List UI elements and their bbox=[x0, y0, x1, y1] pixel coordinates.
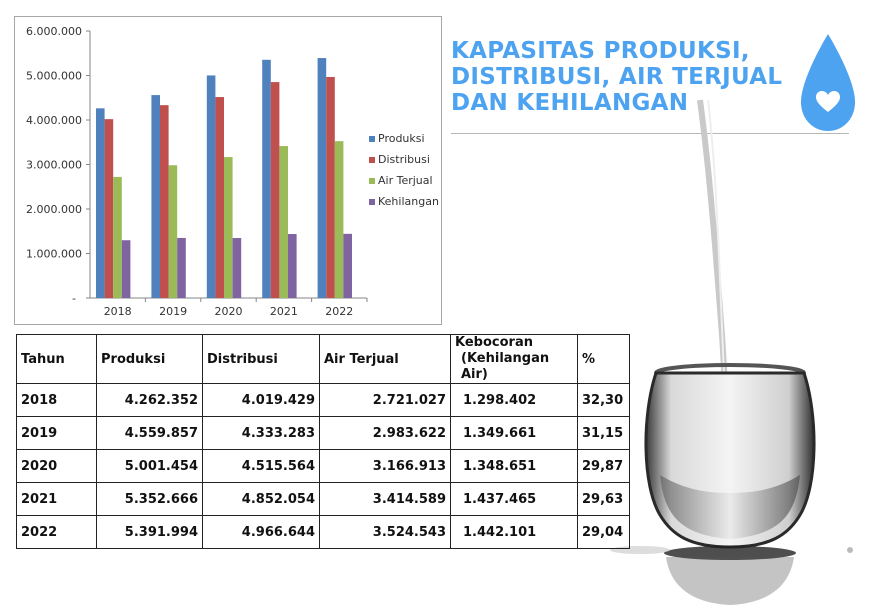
chart-canvas: - 1.000.000 2.000.000 3.000.000 4.000.000 5.0… bbox=[26, 25, 439, 318]
cell-distribusi: 4.333.283 bbox=[202, 416, 320, 450]
water-glass-image bbox=[610, 99, 853, 605]
cell-air-terjual: 2.721.027 bbox=[319, 383, 451, 417]
bar-kehilangan bbox=[232, 237, 242, 298]
cell-air-terjual: 2.983.622 bbox=[319, 416, 451, 450]
cell-air-terjual: 3.166.913 bbox=[319, 449, 451, 483]
legend-swatch bbox=[369, 157, 375, 163]
header-distribusi: Distribusi bbox=[202, 334, 320, 384]
title-divider bbox=[451, 133, 849, 134]
cell-tahun: 2022 bbox=[16, 515, 97, 549]
cell-percent: 29,04 bbox=[577, 515, 630, 549]
cell-produksi: 5.352.666 bbox=[96, 482, 203, 516]
x-tick-label: 2021 bbox=[270, 305, 298, 318]
cell-tahun: 2019 bbox=[16, 416, 97, 450]
bar-chart: - 1.000.000 2.000.000 3.000.000 4.000.000 5.0… bbox=[14, 16, 442, 325]
bar-kehilangan bbox=[177, 237, 186, 298]
cell-produksi: 4.559.857 bbox=[96, 416, 203, 450]
x-tick-label: 2018 bbox=[104, 305, 132, 318]
x-tick-label: 2022 bbox=[325, 305, 353, 318]
bar-kehilangan bbox=[343, 233, 352, 298]
bar-air-terjual bbox=[334, 141, 344, 298]
y-tick-label: 2.000.000 bbox=[26, 203, 82, 216]
cell-produksi: 5.001.454 bbox=[96, 449, 203, 483]
bar-produksi bbox=[151, 95, 160, 298]
bar-distribusi bbox=[215, 97, 224, 298]
legend-label: Distribusi bbox=[378, 153, 430, 166]
cell-kebocoran: 1.348.651 bbox=[450, 449, 578, 483]
cell-produksi: 5.391.994 bbox=[96, 515, 203, 549]
bar-distribusi bbox=[270, 82, 280, 299]
bar-produksi bbox=[262, 59, 271, 298]
bar-air-terjual bbox=[113, 176, 122, 298]
y-tick-label: 3.000.000 bbox=[26, 159, 82, 172]
legend-swatch bbox=[369, 136, 375, 142]
y-tick-label: 4.000.000 bbox=[26, 114, 82, 127]
bar-air-terjual bbox=[279, 146, 288, 298]
cell-tahun: 2021 bbox=[16, 482, 97, 516]
bar-kehilangan bbox=[121, 240, 131, 298]
cell-distribusi: 4.515.564 bbox=[202, 449, 320, 483]
cell-air-terjual: 3.524.543 bbox=[319, 515, 451, 549]
bar-distribusi bbox=[326, 76, 335, 298]
legend-label: Air Terjual bbox=[378, 174, 433, 187]
cell-produksi: 4.262.352 bbox=[96, 383, 203, 417]
cell-kebocoran: 1.349.661 bbox=[450, 416, 578, 450]
cell-percent: 31,15 bbox=[577, 416, 630, 450]
bar-distribusi bbox=[104, 119, 114, 298]
page-title: KAPASITAS PRODUKSI, DISTRIBUSI, AIR TERJ… bbox=[451, 38, 791, 116]
data-table: Tahun Produksi Distribusi Air Terjual Ke… bbox=[16, 334, 630, 549]
title-line-3: DAN KEHILANGAN bbox=[451, 90, 689, 116]
bar-produksi bbox=[206, 75, 216, 298]
y-tick-label: 5.000.000 bbox=[26, 70, 82, 83]
cell-kebocoran: 1.298.402 bbox=[450, 383, 578, 417]
header-kebocoran-line1: Kebocoran bbox=[455, 335, 533, 350]
legend-swatch bbox=[369, 199, 375, 205]
table-row: 2021 5.352.666 4.852.054 3.414.589 1.437… bbox=[16, 482, 630, 516]
table-row: 2019 4.559.857 4.333.283 2.983.622 1.349… bbox=[16, 416, 630, 450]
title-line-2: DISTRIBUSI, AIR TERJUAL bbox=[451, 64, 783, 90]
cell-kebocoran: 1.437.465 bbox=[450, 482, 578, 516]
table-row: 2020 5.001.454 4.515.564 3.166.913 1.348… bbox=[16, 449, 630, 483]
water-drop-heart-icon bbox=[801, 34, 855, 131]
bar-air-terjual bbox=[224, 157, 233, 298]
table-row: 2022 5.391.994 4.966.644 3.524.543 1.442… bbox=[16, 515, 630, 549]
y-tick-label: 6.000.000 bbox=[26, 25, 82, 38]
legend-label: Produksi bbox=[378, 132, 425, 145]
legend-swatch bbox=[369, 178, 375, 184]
header-percent: % bbox=[577, 334, 630, 384]
bar-air-terjual bbox=[168, 165, 178, 298]
header-kebocoran: Kebocoran (Kehilangan Air) bbox=[450, 334, 578, 384]
legend-label: Kehilangan bbox=[378, 195, 439, 208]
x-tick-label: 2020 bbox=[215, 305, 243, 318]
title-line-1: KAPASITAS PRODUKSI, bbox=[451, 38, 750, 64]
cell-air-terjual: 3.414.589 bbox=[319, 482, 451, 516]
cell-tahun: 2018 bbox=[16, 383, 97, 417]
table-row: 2018 4.262.352 4.019.429 2.721.027 1.298… bbox=[16, 383, 630, 417]
cell-tahun: 2020 bbox=[16, 449, 97, 483]
header-air-terjual: Air Terjual bbox=[319, 334, 451, 384]
cell-percent: 32,30 bbox=[577, 383, 630, 417]
x-tick-label: 2019 bbox=[159, 305, 187, 318]
bar-produksi bbox=[317, 58, 327, 298]
y-tick-label: 1.000.000 bbox=[26, 248, 82, 261]
bar-distribusi bbox=[160, 105, 169, 298]
cell-distribusi: 4.852.054 bbox=[202, 482, 320, 516]
cell-percent: 29,87 bbox=[577, 449, 630, 483]
table-header-row: Tahun Produksi Distribusi Air Terjual Ke… bbox=[16, 334, 630, 384]
header-produksi: Produksi bbox=[96, 334, 203, 384]
bar-kehilangan bbox=[288, 234, 297, 298]
header-kebocoran-line2: (Kehilangan Air) bbox=[461, 351, 550, 382]
cell-percent: 29,63 bbox=[577, 482, 630, 516]
cell-distribusi: 4.019.429 bbox=[202, 383, 320, 417]
y-tick-label: - bbox=[72, 292, 76, 305]
cell-kebocoran: 1.442.101 bbox=[450, 515, 578, 549]
header-tahun: Tahun bbox=[16, 334, 97, 384]
cell-distribusi: 4.966.644 bbox=[202, 515, 320, 549]
bar-produksi bbox=[96, 108, 105, 298]
